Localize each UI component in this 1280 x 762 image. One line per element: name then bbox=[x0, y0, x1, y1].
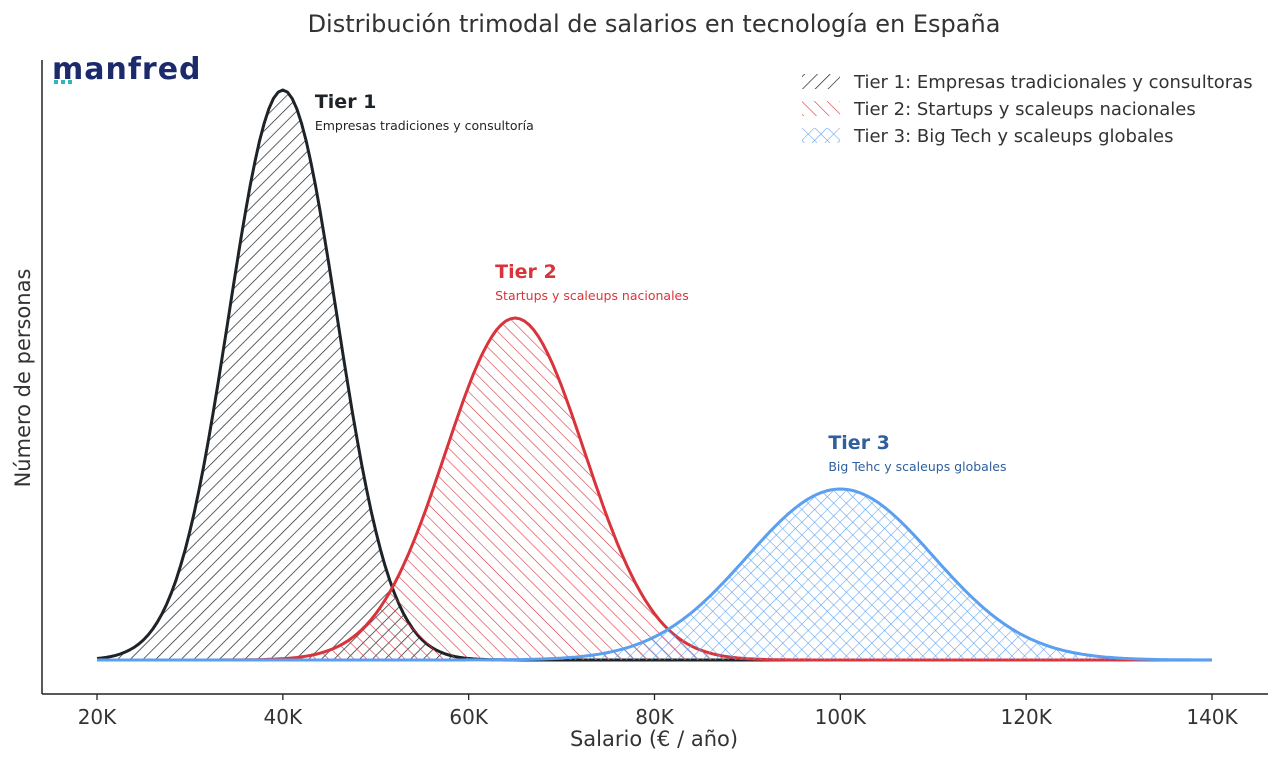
tier3-curve bbox=[97, 487, 1212, 662]
x-axis-label: Salario (€ / año) bbox=[570, 727, 738, 751]
x-tick-label: 120K bbox=[1001, 705, 1053, 729]
tier1-legend-swatch bbox=[802, 74, 840, 89]
x-tick-label: 100K bbox=[815, 705, 867, 729]
x-tick-label: 140K bbox=[1186, 705, 1238, 729]
tier2-annotation-title: Tier 2 bbox=[495, 261, 557, 283]
tier3-area bbox=[97, 489, 1212, 660]
annotations-layer: Tier 1 Empresas tradiciones y consultoría… bbox=[315, 91, 1007, 474]
tier2-legend-swatch bbox=[802, 101, 840, 116]
legend: Tier 1: Empresas tradicionales y consult… bbox=[802, 72, 1253, 147]
tier1-annotation-subtitle: Empresas tradiciones y consultoría bbox=[315, 118, 534, 133]
x-tick-label: 80K bbox=[635, 705, 674, 729]
tier3-annotation-title: Tier 3 bbox=[828, 432, 890, 454]
x-tick-label: 60K bbox=[449, 705, 488, 729]
tier3-legend-label: Tier 3: Big Tech y scaleups globales bbox=[853, 126, 1173, 147]
tier3-legend-swatch bbox=[802, 128, 840, 143]
chart-title: Distribución trimodal de salarios en tec… bbox=[308, 10, 1001, 38]
tier2-legend-label: Tier 2: Startups y scaleups nacionales bbox=[853, 99, 1196, 120]
tier1-annotation-title: Tier 1 bbox=[315, 91, 377, 113]
logo-text: manfred bbox=[52, 52, 202, 87]
tier1-legend-label: Tier 1: Empresas tradicionales y consult… bbox=[853, 72, 1253, 93]
series-layer bbox=[96, 88, 1212, 662]
tier1-area bbox=[97, 90, 1212, 660]
x-tick-label: 40K bbox=[264, 705, 303, 729]
logo-dots-icon bbox=[54, 80, 72, 84]
x-ticks: 20K 40K 60K 80K 100K 120K 140K bbox=[78, 694, 1239, 729]
manfred-logo: manfred bbox=[52, 52, 202, 87]
tier3-annotation-subtitle: Big Tehc y scaleups globales bbox=[828, 459, 1006, 474]
tier2-annotation-subtitle: Startups y scaleups nacionales bbox=[495, 288, 689, 303]
y-axis-label: Número de personas bbox=[11, 269, 35, 488]
x-tick-label: 20K bbox=[78, 705, 117, 729]
